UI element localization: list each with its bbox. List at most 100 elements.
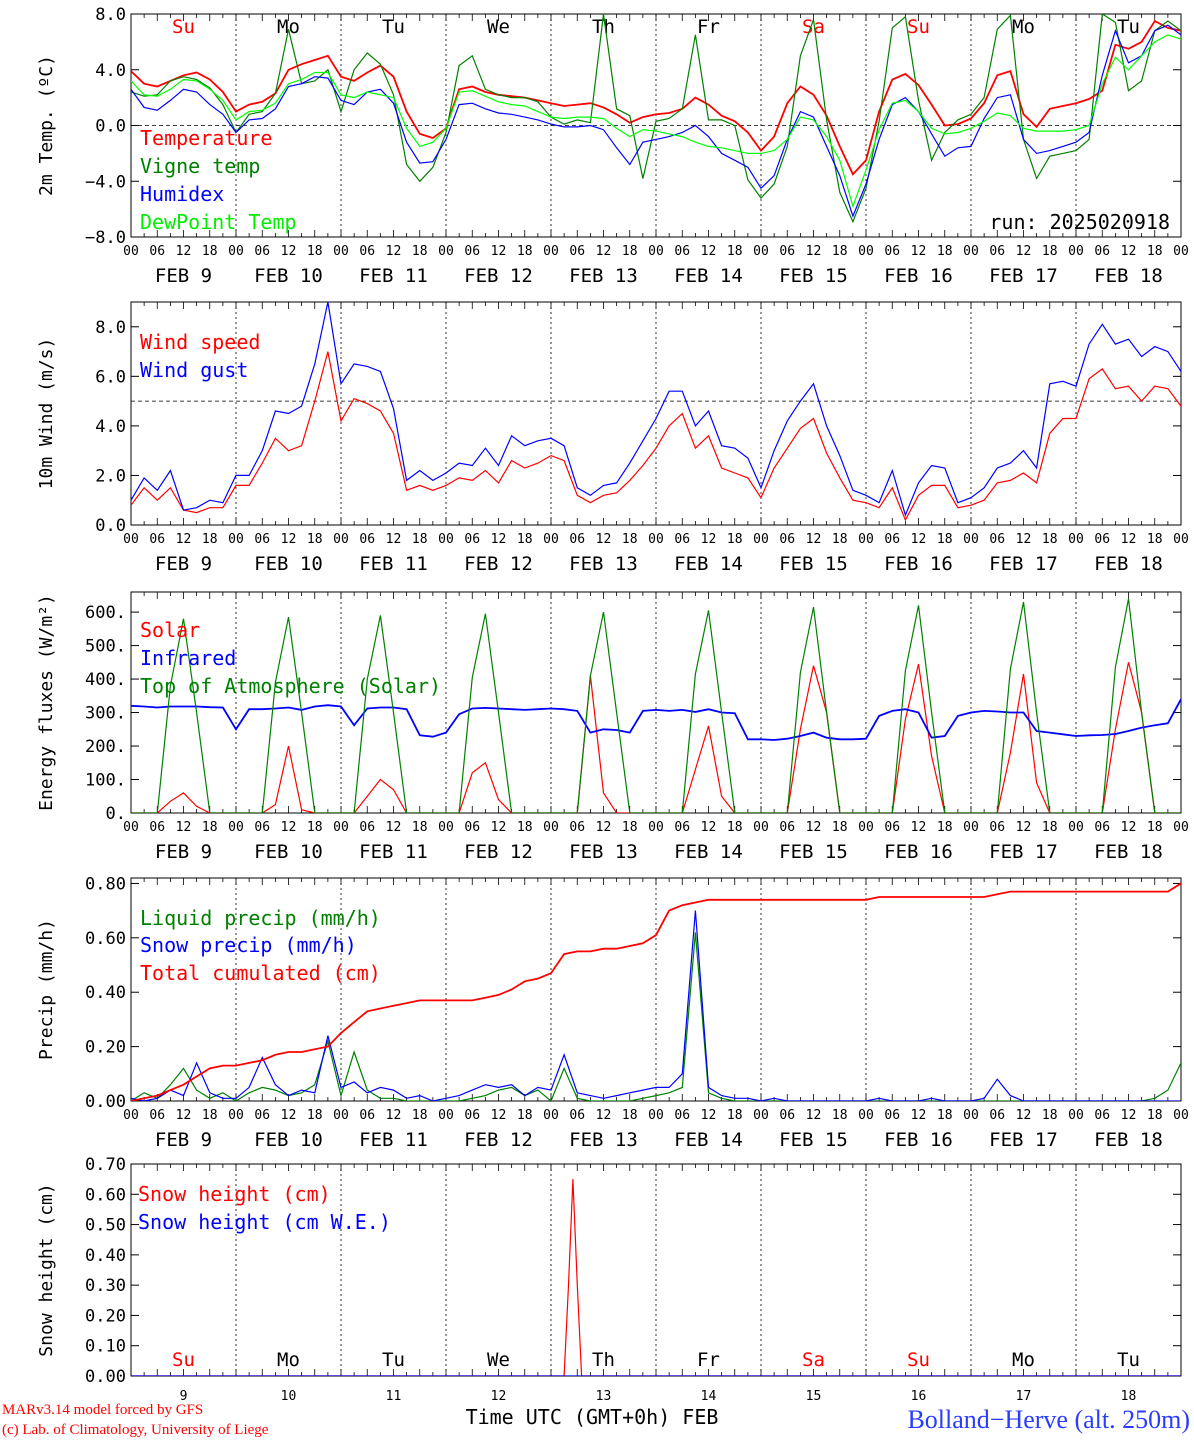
x-hour-label: 18 [622, 820, 638, 835]
x-hour-label: 00 [228, 532, 244, 547]
x-hour-label: 00 [228, 820, 244, 835]
y-tick-label: 0.00 [85, 1092, 126, 1112]
x-day-number: 16 [911, 1389, 927, 1404]
x-hour-label: 06 [989, 820, 1005, 835]
x-hour-label: 18 [832, 1108, 848, 1123]
x-date-label: FEB 14 [674, 553, 743, 575]
series-snow-precip-mm-h [131, 910, 1181, 1101]
x-hour-label: 00 [123, 1108, 139, 1123]
x-hour-label: 12 [491, 244, 507, 259]
y-axis-title: 2m Temp. (ºC) [36, 55, 57, 196]
x-hour-label: 00 [963, 532, 979, 547]
x-hour-label: 12 [386, 1108, 402, 1123]
wind-legend: Wind speed Wind gust [140, 330, 260, 382]
x-hour-label: 18 [1147, 532, 1163, 547]
x-hour-label: 06 [1094, 244, 1110, 259]
x-day-number: 12 [491, 1389, 507, 1404]
x-date-label: FEB 16 [884, 1129, 953, 1151]
weekday-label: Fr [697, 1349, 720, 1371]
x-hour-label: 00 [963, 820, 979, 835]
y-tick-label: 0.80 [85, 874, 126, 894]
x-hour-label: 06 [779, 1108, 795, 1123]
y-tick-label: −4.0 [85, 172, 126, 192]
x-hour-label: 00 [648, 532, 664, 547]
x-date-label: FEB 17 [989, 1129, 1058, 1151]
x-hour-label: 12 [176, 1108, 192, 1123]
x-hour-label: 00 [753, 244, 769, 259]
x-date-label: FEB 14 [674, 1129, 743, 1151]
x-hour-label: 00 [438, 244, 454, 259]
x-hour-label: 00 [438, 820, 454, 835]
weekday-label: Mo [1012, 16, 1035, 38]
x-hour-label: 00 [858, 244, 874, 259]
x-date-label: FEB 18 [1094, 553, 1163, 575]
x-hour-label: 18 [937, 532, 953, 547]
x-hour-label: 06 [359, 244, 375, 259]
x-hour-label: 18 [1042, 1108, 1058, 1123]
x-hour-label: 18 [622, 244, 638, 259]
x-day-number: 14 [701, 1389, 717, 1404]
x-hour-label: 12 [281, 244, 297, 259]
x-date-label: FEB 11 [359, 265, 428, 287]
weekday-label: Sa [802, 16, 825, 38]
x-day-number: 11 [386, 1389, 402, 1404]
x-date-label: FEB 11 [359, 553, 428, 575]
x-hour-label: 12 [176, 244, 192, 259]
x-date-label: FEB 15 [779, 841, 848, 863]
y-axis-title: Precip (mm/h) [36, 919, 57, 1060]
y-tick-label: 4.0 [95, 61, 126, 81]
x-hour-label: 00 [963, 1108, 979, 1123]
x-hour-label: 12 [806, 532, 822, 547]
x-date-label: FEB 16 [884, 841, 953, 863]
x-date-label: FEB 13 [569, 553, 638, 575]
x-hour-label: 12 [806, 1108, 822, 1123]
series-liquid-precip-mm-h [131, 932, 1181, 1101]
y-tick-label: 6.0 [95, 367, 126, 387]
x-hour-label: 06 [569, 532, 585, 547]
weekday-label: Su [172, 1349, 195, 1371]
x-hour-label: 06 [989, 244, 1005, 259]
x-hour-label: 12 [806, 244, 822, 259]
x-hour-label: 00 [543, 820, 559, 835]
x-hour-label: 12 [701, 244, 717, 259]
x-hour-label: 18 [1147, 820, 1163, 835]
legend-infrared: Infrared [140, 646, 236, 670]
x-axis-title: Time UTC (GMT+0h) FEB [466, 1405, 719, 1429]
panel-energy: 0. 100. 200. 300. 400. 500. 600. Energy fluxes … [36, 591, 1189, 863]
x-hour-label: 18 [622, 1108, 638, 1123]
x-hour-label: 18 [832, 532, 848, 547]
panel-snow: 0.00 0.10 0.20 0.30 0.40 0.50 0.60 0.70 Snow hei… [36, 1155, 1182, 1404]
series-wind-speed [131, 351, 1181, 522]
x-hour-label: 00 [543, 532, 559, 547]
x-hour-label: 06 [884, 532, 900, 547]
x-hour-label: 06 [779, 532, 795, 547]
y-tick-label: 0.50 [85, 1216, 126, 1236]
x-hour-label: 00 [228, 1108, 244, 1123]
x-hour-label: 00 [648, 244, 664, 259]
x-date-label: FEB 11 [359, 1129, 428, 1151]
x-hour-label: 06 [149, 532, 165, 547]
y-tick-label: 100. [85, 771, 126, 791]
x-day-number: 9 [180, 1389, 188, 1404]
series-solar [131, 662, 1181, 813]
x-hour-label: 00 [1173, 532, 1189, 547]
y-tick-label: 0.30 [85, 1276, 126, 1296]
x-hour-label: 06 [149, 244, 165, 259]
series-vigne-temp [131, 14, 1181, 224]
x-hour-label: 12 [911, 532, 927, 547]
x-hour-label: 06 [779, 820, 795, 835]
x-hour-label: 18 [412, 244, 428, 259]
x-date-label: FEB 9 [155, 553, 212, 575]
y-tick-label: 600. [85, 603, 126, 623]
x-hour-label: 12 [596, 532, 612, 547]
x-hour-label: 18 [1147, 244, 1163, 259]
weekday-label: Th [592, 16, 615, 38]
x-hour-label: 06 [149, 820, 165, 835]
legend-temperature: Temperature [140, 126, 272, 150]
legend-snow-height: Snow height (cm) [138, 1182, 331, 1206]
x-hour-label: 06 [254, 244, 270, 259]
x-date-label: FEB 13 [569, 265, 638, 287]
x-date-label: FEB 18 [1094, 1129, 1163, 1151]
x-hour-label: 12 [806, 820, 822, 835]
x-hour-label: 12 [701, 532, 717, 547]
